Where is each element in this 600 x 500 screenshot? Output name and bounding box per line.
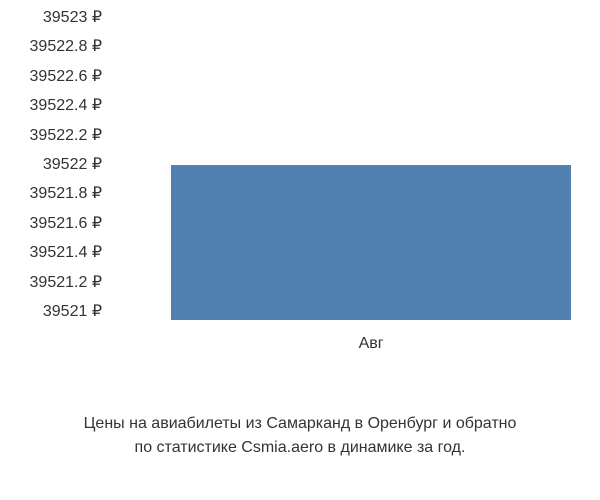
y-axis-label: 39522.8 ₽ — [0, 39, 110, 55]
chart-caption: Цены на авиабилеты из Самарканд в Оренбу… — [0, 412, 600, 460]
chart-container: 39523 ₽ 39522.8 ₽ 39522.6 ₽ 39522.4 ₽ 39… — [0, 0, 600, 500]
y-axis-label: 39521.8 ₽ — [0, 186, 110, 202]
plot-area — [115, 10, 585, 320]
y-axis-label: 39522 ₽ — [0, 157, 110, 173]
caption-line-1: Цены на авиабилеты из Самарканд в Оренбу… — [20, 412, 580, 436]
y-axis-label: 39522.2 ₽ — [0, 128, 110, 144]
y-axis-label: 39521 ₽ — [0, 304, 110, 320]
y-axis-label: 39523 ₽ — [0, 10, 110, 26]
caption-line-2: по статистике Csmia.aero в динамике за г… — [20, 436, 580, 460]
y-axis-label: 39521.2 ₽ — [0, 275, 110, 291]
y-axis-labels: 39523 ₽ 39522.8 ₽ 39522.6 ₽ 39522.4 ₽ 39… — [0, 10, 110, 320]
y-axis-label: 39522.4 ₽ — [0, 98, 110, 114]
x-axis-label: Авг — [351, 335, 391, 353]
bar-aug — [171, 165, 571, 320]
y-axis-label: 39522.6 ₽ — [0, 69, 110, 85]
y-axis-label: 39521.6 ₽ — [0, 216, 110, 232]
y-axis-label: 39521.4 ₽ — [0, 245, 110, 261]
